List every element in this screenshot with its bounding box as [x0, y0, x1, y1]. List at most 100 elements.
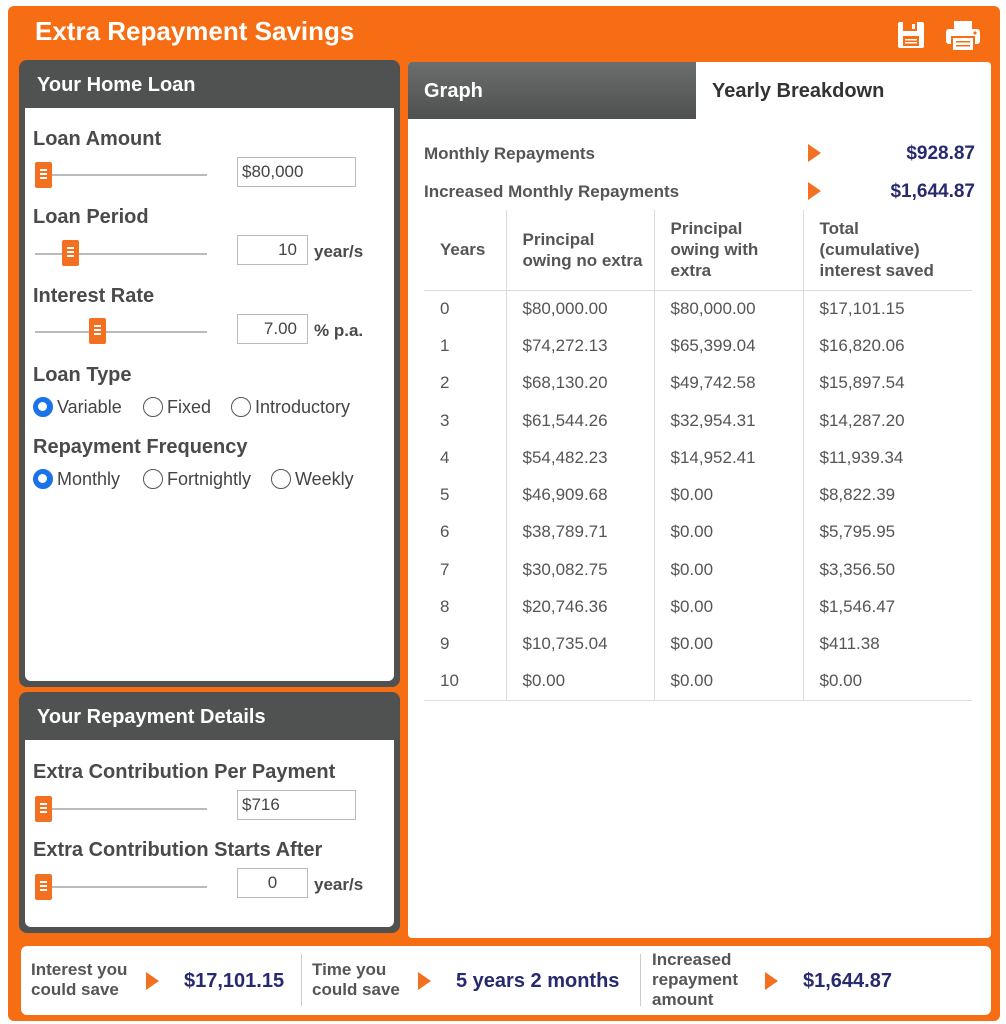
radio-unselected-icon [143, 469, 163, 489]
cell-principal-no-extra: $46,909.68 [505, 476, 654, 514]
radio-selected-icon [33, 397, 53, 417]
radio-label: Fixed [167, 396, 212, 417]
frequency-monthly-radio[interactable]: Monthly [33, 468, 120, 490]
column-header-principal-no-extra: Principal owing no extra [505, 210, 654, 291]
cell-principal-with-extra: $0.00 [653, 588, 803, 626]
cell-principal-with-extra: $0.00 [653, 476, 803, 514]
cell-principal-with-extra: $0.00 [653, 513, 803, 552]
radio-unselected-icon [231, 397, 251, 417]
table-row: 9 $10,735.04 $0.00 $411.38 [424, 625, 972, 663]
extra-contribution-input[interactable] [237, 790, 356, 820]
cell-interest-saved: $1,546.47 [802, 588, 972, 626]
loan-amount-input[interactable] [237, 157, 356, 187]
frequency-weekly-radio[interactable]: Weekly [271, 468, 354, 490]
increased-amount-value: $1,644.87 [803, 970, 892, 992]
loan-type-fixed-radio[interactable]: Fixed [143, 396, 211, 418]
tab-yearly-breakdown[interactable]: Yearly Breakdown [696, 62, 991, 119]
app-header: Extra Repayment Savings [8, 6, 1000, 58]
cell-principal-no-extra: $30,082.75 [505, 551, 654, 589]
table-row: 10 $0.00 $0.00 $0.00 [424, 662, 972, 701]
tab-graph[interactable]: Graph [408, 62, 696, 119]
arrow-right-icon [808, 144, 821, 162]
cell-principal-with-extra: $32,954.31 [653, 401, 803, 440]
starts-after-label: Extra Contribution Starts After [33, 839, 323, 861]
cell-year: 8 [440, 597, 450, 617]
cell-interest-saved: $411.38 [802, 625, 972, 663]
radio-label: Introductory [255, 396, 351, 417]
home-loan-panel-title: Your Home Loan [37, 74, 196, 96]
loan-period-slider-track[interactable] [35, 253, 207, 255]
interest-rate-label: Interest Rate [33, 285, 155, 307]
radio-label: Fortnightly [167, 468, 252, 489]
increased-repayments-value: $1,644.87 [890, 181, 975, 202]
cell-principal-with-extra: $49,742.58 [653, 364, 803, 402]
cell-interest-saved: $8,822.39 [802, 476, 972, 514]
interest-rate-slider-thumb[interactable] [89, 318, 106, 344]
repayment-details-panel-body: Extra Contribution Per Payment Extra Con… [25, 740, 394, 927]
radio-label: Monthly [57, 468, 121, 489]
loan-type-variable-radio[interactable]: Variable [33, 396, 122, 418]
extra-contribution-slider-thumb[interactable] [35, 796, 52, 822]
app-window: Extra Repayment Savings Your H [8, 6, 1000, 1021]
cell-year: 5 [440, 485, 450, 505]
starts-after-slider-thumb[interactable] [35, 874, 52, 900]
monthly-repayments-label: Monthly Repayments [424, 144, 595, 163]
loan-amount-label: Loan Amount [33, 128, 162, 150]
yearly-breakdown-table: Years Principal owing no extra Principal… [424, 210, 972, 701]
repayment-details-panel-title: Your Repayment Details [37, 706, 266, 728]
savings-summary-bar: Interest you could save $17,101.15 Time … [21, 946, 991, 1015]
cell-year: 4 [440, 447, 450, 467]
cell-principal-with-extra: $14,952.41 [653, 439, 803, 477]
arrow-right-icon [765, 972, 778, 990]
cell-year: 6 [440, 522, 450, 542]
repayment-details-panel: Your Repayment Details Extra Contributio… [19, 692, 400, 933]
cell-principal-no-extra: $68,130.20 [505, 364, 654, 402]
cell-interest-saved: $15,897.54 [802, 364, 972, 402]
starts-after-input[interactable] [237, 868, 308, 898]
interest-save-label: Interest you could save [31, 960, 128, 999]
radio-selected-icon [33, 469, 53, 489]
cell-interest-saved: $11,939.34 [802, 439, 972, 477]
table-row: 1 $74,272.13 $65,399.04 $16,820.06 [424, 327, 972, 365]
table-row: 3 $61,544.26 $32,954.31 $14,287.20 [424, 401, 972, 440]
loan-type-introductory-radio[interactable]: Introductory [231, 396, 350, 418]
table-header-row: Years Principal owing no extra Principal… [424, 210, 972, 291]
interest-rate-slider-track[interactable] [35, 331, 207, 333]
column-header-interest-saved: Total (cumulative) interest saved [802, 210, 972, 291]
loan-period-label: Loan Period [33, 206, 149, 228]
column-header-years: Years [424, 210, 506, 291]
cell-principal-with-extra: $80,000.00 [653, 290, 803, 328]
loan-period-slider-thumb[interactable] [62, 240, 79, 266]
starts-after-slider-track[interactable] [35, 886, 207, 888]
divider [301, 954, 302, 1006]
interest-rate-unit: % p.a. [314, 321, 364, 340]
frequency-fortnightly-radio[interactable]: Fortnightly [143, 468, 251, 490]
time-save-label: Time you could save [312, 960, 400, 999]
loan-type-label: Loan Type [33, 364, 132, 386]
increased-amount-label: Increased repayment amount [652, 950, 738, 1009]
cell-principal-no-extra: $80,000.00 [505, 290, 654, 328]
loan-period-unit: year/s [314, 242, 364, 261]
print-icon[interactable] [945, 20, 981, 52]
cell-interest-saved: $17,101.15 [802, 290, 972, 328]
cell-interest-saved: $14,287.20 [802, 401, 972, 440]
cell-principal-no-extra: $54,482.23 [505, 439, 654, 477]
arrow-right-icon [146, 972, 159, 990]
loan-period-input[interactable] [237, 235, 308, 265]
cell-interest-saved: $0.00 [802, 662, 972, 701]
cell-year: 7 [440, 559, 450, 579]
save-icon[interactable] [896, 20, 926, 50]
cell-interest-saved: $5,795.95 [802, 513, 972, 552]
arrow-right-icon [418, 972, 431, 990]
home-loan-panel-body: Loan Amount Loan Period year/s Interest … [25, 108, 394, 681]
loan-amount-slider-track[interactable] [35, 174, 207, 176]
cell-principal-no-extra: $0.00 [505, 662, 654, 701]
extra-contribution-slider-track[interactable] [35, 808, 207, 810]
cell-year: 9 [440, 634, 450, 654]
loan-amount-slider-thumb[interactable] [35, 162, 52, 188]
interest-rate-input[interactable] [237, 314, 308, 344]
table-row: 7 $30,082.75 $0.00 $3,356.50 [424, 551, 972, 589]
table-row: 5 $46,909.68 $0.00 $8,822.39 [424, 476, 972, 514]
radio-label: Variable [57, 396, 122, 417]
cell-interest-saved: $16,820.06 [802, 327, 972, 365]
